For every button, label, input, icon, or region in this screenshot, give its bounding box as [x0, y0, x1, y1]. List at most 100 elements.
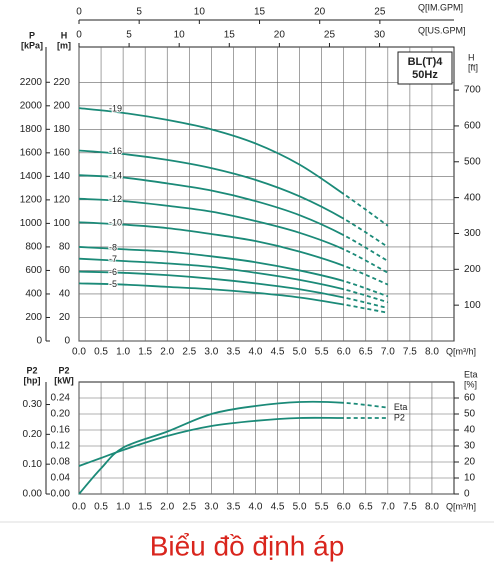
- x-tick-label: 3.0: [204, 502, 218, 513]
- y-axis-label: H: [61, 30, 68, 40]
- x-tick-label: 5.5: [315, 502, 329, 513]
- model-box: [397, 51, 453, 85]
- curve-label: -8: [109, 242, 117, 252]
- x-tick-label: 4.0: [249, 502, 263, 513]
- outer-tick-label: 1600: [20, 147, 43, 158]
- x-tick-label: 1.5: [138, 347, 152, 358]
- y2-tick-label: 40: [464, 425, 476, 436]
- y-tick-label: 0.20: [51, 409, 71, 420]
- top-tick-label: 20: [314, 7, 326, 18]
- y-tick-label: 0.00: [51, 489, 71, 500]
- y2-tick-label: 30: [464, 441, 476, 452]
- curve: [78, 257, 389, 304]
- curve-label: -14: [109, 171, 122, 181]
- x-tick-label: 6.5: [359, 347, 373, 358]
- y-tick-label: 160: [53, 147, 70, 158]
- x-tick-label: 7.0: [381, 347, 395, 358]
- plot-area: [78, 381, 455, 495]
- top-tick-label: 20: [274, 30, 286, 41]
- outer-tick-label: 2000: [20, 100, 43, 111]
- curve: [78, 149, 389, 248]
- outer-tick-label: 800: [25, 242, 42, 253]
- y2-tick-label: 300: [464, 228, 481, 239]
- y-tick-label: 60: [59, 265, 71, 276]
- y2-tick-label: 50: [464, 409, 476, 420]
- x-tick-label: 1.0: [116, 347, 130, 358]
- x-axis-label: Q[m³/h]: [446, 346, 476, 356]
- x-tick-label: 7.5: [403, 502, 417, 513]
- y2-tick-label: 600: [464, 121, 481, 132]
- y2-axis-label: [ft]: [468, 62, 478, 72]
- x-tick-label: 3.5: [226, 347, 240, 358]
- outer-tick-label: 1800: [20, 124, 43, 135]
- outer-tick-label: 0.30: [23, 399, 43, 410]
- y-tick-label: 40: [59, 289, 71, 300]
- top-tick-label: 30: [374, 30, 386, 41]
- x-tick-label: 6.0: [337, 502, 351, 513]
- caption: Biểu đồ định áp: [150, 530, 345, 561]
- curve-label: -16: [109, 146, 122, 156]
- curve: [78, 221, 389, 286]
- x-tick-label: 6.5: [359, 502, 373, 513]
- x-tick-label: 0.0: [72, 347, 86, 358]
- x-tick-label: 7.5: [403, 347, 417, 358]
- y-axis-label: P2: [58, 365, 69, 375]
- top-tick-label: 25: [374, 7, 386, 18]
- y2-tick-label: 10: [464, 473, 476, 484]
- curve: [78, 246, 389, 298]
- outer-tick-label: 600: [25, 265, 42, 276]
- y-tick-label: 140: [53, 171, 70, 182]
- top-tick-label: 15: [224, 30, 236, 41]
- curve: [78, 174, 389, 262]
- outer-tick-label: 0: [36, 336, 42, 347]
- outer-tick-label: 2200: [20, 77, 43, 88]
- y2-tick-label: 400: [464, 192, 481, 203]
- x-tick-label: 5.5: [315, 347, 329, 358]
- model-text: 50Hz: [412, 69, 438, 81]
- x-tick-label: 7.0: [381, 502, 395, 513]
- outer-tick-label: 0.00: [23, 489, 43, 500]
- outer-tick-label: 400: [25, 289, 42, 300]
- y2-axis-label: H: [468, 52, 475, 62]
- y2-tick-label: 60: [464, 393, 476, 404]
- y-axis-label: [kW]: [54, 375, 74, 385]
- curve-label: Eta: [394, 402, 408, 412]
- x-tick-label: 1.0: [116, 502, 130, 513]
- y-tick-label: 0.12: [51, 441, 71, 452]
- outer-axis-label: [kPa]: [21, 40, 43, 50]
- curve-label: -12: [109, 194, 122, 204]
- outer-tick-label: 1200: [20, 195, 43, 206]
- curve-label: -6: [109, 267, 117, 277]
- outer-axis-label: P2: [26, 365, 37, 375]
- y-axis-label: [m]: [57, 40, 71, 50]
- x-tick-label: 8.0: [425, 347, 439, 358]
- top-tick-label: 15: [254, 7, 266, 18]
- x-tick-label: 4.0: [249, 347, 263, 358]
- outer-tick-label: 0.20: [23, 429, 43, 440]
- top-axis-label: Q[IM.GPM]: [418, 2, 463, 12]
- curve: [78, 416, 388, 467]
- curve: [78, 282, 388, 314]
- y-tick-label: 0.16: [51, 425, 71, 436]
- x-tick-label: 4.5: [271, 502, 285, 513]
- x-axis-label: Q[m³/h]: [446, 501, 476, 511]
- x-tick-label: 2.5: [182, 502, 196, 513]
- x-tick-label: 4.5: [271, 347, 285, 358]
- curve-label: -7: [109, 254, 117, 264]
- x-tick-label: 6.0: [337, 347, 351, 358]
- y2-tick-label: 200: [464, 264, 481, 275]
- curve: [78, 107, 389, 227]
- top-tick-label: 0: [76, 7, 82, 18]
- x-tick-label: 0.0: [72, 502, 86, 513]
- y-tick-label: 120: [53, 195, 70, 206]
- x-tick-label: 8.0: [425, 502, 439, 513]
- outer-tick-label: 200: [25, 312, 42, 323]
- y-tick-label: 0.04: [51, 473, 71, 484]
- y2-tick-label: 0: [464, 489, 470, 500]
- x-tick-label: 3.5: [226, 502, 240, 513]
- x-tick-label: 0.5: [94, 502, 108, 513]
- y-tick-label: 20: [59, 312, 71, 323]
- x-tick-label: 3.0: [204, 347, 218, 358]
- x-tick-label: 5.0: [293, 502, 307, 513]
